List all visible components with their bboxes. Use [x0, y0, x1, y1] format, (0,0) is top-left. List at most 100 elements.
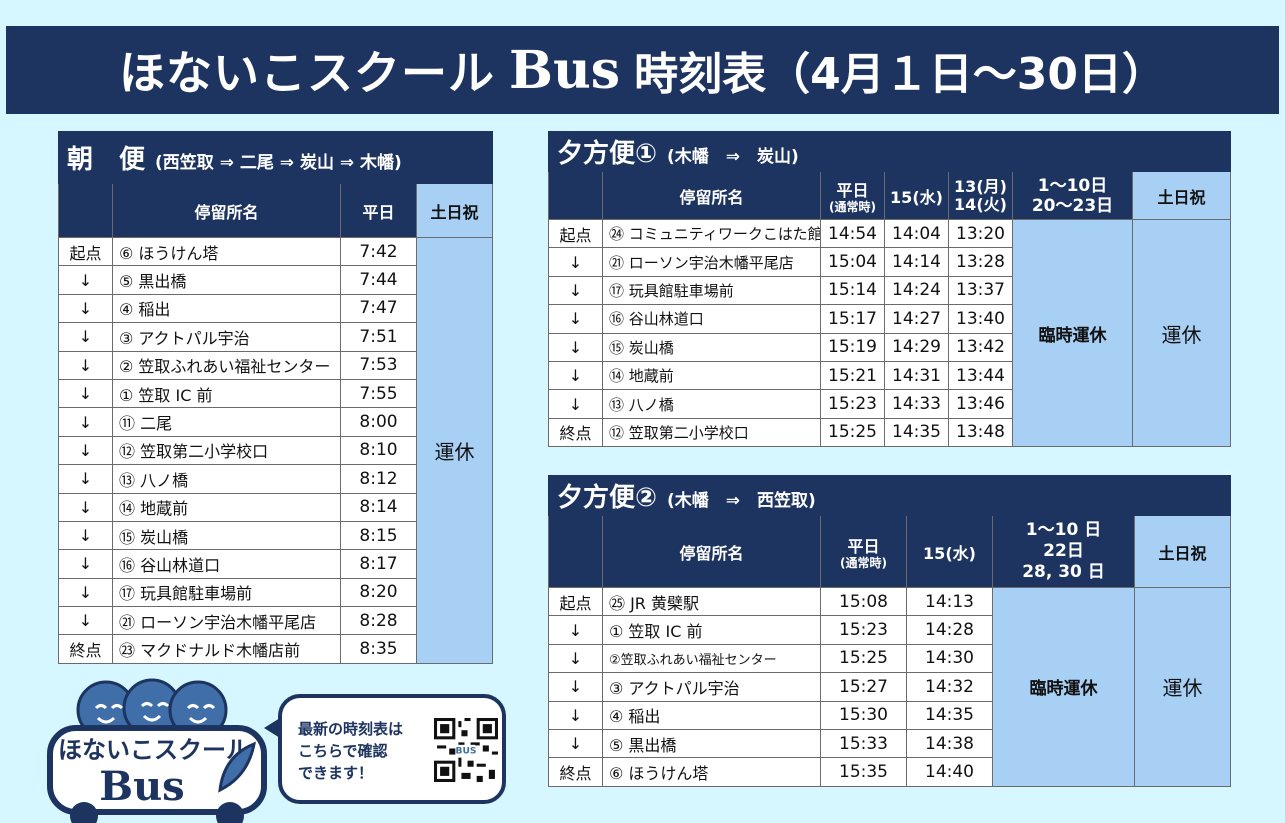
stop-name: ⑫ 笠取第二小学校口 [602, 417, 821, 448]
morning-caption: 朝 便 (西笠取 ⇒ 二尾 ⇒ 炭山 ⇒ 木幡) [58, 131, 493, 184]
row-mark: ↓ [548, 700, 603, 730]
stop-name: ⑮ 炭山橋 [602, 332, 821, 362]
weekend-status: 運休 [416, 237, 493, 664]
row-mark: ↓ [548, 728, 603, 759]
table-row: ↓ ②笠取ふれあい福祉センター 15:25 14:30 [548, 643, 1231, 674]
stop-name: ㉓ マクドナルド木幡店前 [112, 634, 341, 664]
stop-name: ③ アクトパル宇治 [602, 672, 821, 702]
stop-name: ⑰ 玩具館駐車場前 [112, 577, 341, 608]
weekday-time: 7:53 [340, 350, 417, 380]
d15-time: 14:40 [906, 757, 993, 787]
table-row: 起点 ⑥ ほうけん塔 7:42 運休 [58, 236, 493, 664]
evening2-caption: 夕方便② (木幡 ⇒ 西笠取) [547, 475, 1232, 516]
range-b: 20～23日 [1031, 195, 1114, 216]
row-mark: ↓ [548, 389, 603, 419]
weekday-time: 15:23 [820, 615, 907, 645]
weekday-header: 平日 [340, 183, 417, 238]
row-mark: ↓ [58, 464, 113, 494]
row-mark: ↓ [548, 643, 603, 674]
qr-code-icon[interactable]: BUS [434, 718, 498, 782]
weekday-time: 7:47 [340, 293, 417, 324]
mark-header [548, 171, 603, 220]
row-mark: ↓ [58, 606, 113, 636]
stop-name: ⑮ 炭山橋 [112, 520, 341, 551]
weekend-status: 運休 [1131, 218, 1232, 448]
weekday-time: 8:00 [340, 407, 417, 437]
table-row: 終点 ⑫ 笠取第二小学校口 15:25 14:35 13:48 [548, 417, 1231, 448]
range-a: 1～10日 [1037, 175, 1108, 196]
d13-time: 13:42 [948, 332, 1013, 362]
d15-time: 14:32 [906, 672, 993, 702]
morning-title: 朝 便 [67, 145, 146, 175]
row-mark: ↓ [58, 577, 113, 608]
d15-time: 14:29 [884, 332, 949, 362]
row-mark: ↓ [58, 322, 113, 352]
weekday-time: 8:28 [340, 606, 417, 636]
d13-time: 13:37 [948, 275, 1013, 306]
row-mark: ↓ [58, 435, 113, 466]
range-status: 臨時運休 [992, 587, 1135, 787]
row-mark: ↓ [58, 350, 113, 380]
d15-time: 14:13 [906, 586, 993, 617]
stop-name: ⑤ 黒出橋 [112, 265, 341, 295]
d15-time: 14:31 [884, 360, 949, 391]
d15-time: 14:35 [884, 417, 949, 448]
evening1-title: 夕方便① [557, 139, 658, 169]
evening2-title: 夕方便② [557, 483, 658, 513]
weekday-time: 8:12 [340, 464, 417, 494]
range-b: 22日 [1043, 541, 1084, 561]
weekday-header: 平日 (通常時) [820, 515, 907, 588]
logo-line1: ほないこスクール [58, 736, 250, 764]
table-row: ↓ ⑬ 八ノ橋 8:12 [58, 464, 493, 494]
table-row: ↓ ① 笠取 IC 前 15:23 14:28 [548, 615, 1231, 645]
title-banner: ほないこスクール Bus 時刻表（4月１日～30日） [6, 26, 1279, 114]
weekday-time: 7:42 [340, 236, 417, 267]
d13-header: 13(月) 14(火) [948, 171, 1013, 220]
stop-name: ㉔ コミュニティワークこはた館前 [602, 218, 821, 249]
weekday-time: 8:15 [340, 520, 417, 551]
title-period: 時刻表（4月１日～30日） [634, 49, 1166, 100]
range-a: 1～10 日 [1025, 520, 1102, 540]
qr-label: BUS [456, 746, 477, 756]
range-header: 1～10 日 22日 28, 30 日 [992, 515, 1135, 588]
row-mark: ↓ [58, 492, 113, 522]
row-mark: 終点 [548, 757, 603, 787]
table-row: ↓ ⑫ 笠取第二小学校口 8:10 [58, 435, 493, 466]
d15-time: 14:33 [884, 389, 949, 419]
stop-name: ㉕ JR 黄檗駅 [602, 586, 821, 617]
table-row: ↓ ① 笠取 IC 前 7:55 [58, 378, 493, 409]
weekday-header: 平日 (通常時) [820, 171, 885, 220]
table-row: ↓ ⑭ 地蔵前 8:14 [58, 492, 493, 522]
table-row: ↓ ③ アクトパル宇治 7:51 [58, 322, 493, 352]
morning-route: (西笠取 ⇒ 二尾 ⇒ 炭山 ⇒ 木幡) [155, 153, 402, 173]
stop-name: ⑬ 八ノ橋 [112, 464, 341, 494]
weekday-time: 15:25 [820, 417, 885, 448]
stop-name: ㉑ ローソン宇治木幡平尾店 [602, 247, 821, 277]
d13-time: 13:48 [948, 417, 1013, 448]
evening1-route: (木幡 ⇒ 炭山) [667, 147, 799, 167]
weekday-time: 15:27 [820, 672, 907, 702]
stop-name: ③ アクトパル宇治 [112, 322, 341, 352]
mark-header [548, 515, 603, 588]
table-row: ↓ ⑮ 炭山橋 15:19 14:29 13:42 [548, 332, 1231, 362]
weekday-time: 7:55 [340, 378, 417, 409]
weekday-time: 15:30 [820, 700, 907, 730]
weekday-label: 平日 [847, 537, 880, 556]
table-row: ↓ ⑭ 地蔵前 15:21 14:31 13:44 [548, 360, 1231, 391]
d13-time: 13:20 [948, 218, 1013, 249]
d15-time: 14:14 [884, 247, 949, 277]
weekday-time: 8:20 [340, 577, 417, 608]
d14-label: 14(火) [954, 194, 1007, 214]
row-mark: 起点 [58, 236, 113, 267]
d15-header: 15(水) [884, 171, 949, 220]
evening2-route: (木幡 ⇒ 西笠取) [667, 491, 816, 511]
stop-name: ⑫ 笠取第二小学校口 [112, 435, 341, 466]
d15-time: 14:30 [906, 643, 993, 674]
row-mark: ↓ [548, 672, 603, 702]
weekend-header: 土日祝 [416, 183, 493, 238]
stop-name: ① 笠取 IC 前 [112, 378, 341, 409]
stop-name: ① 笠取 IC 前 [602, 615, 821, 645]
evening2-timetable: 夕方便② (木幡 ⇒ 西笠取) 停留所名 平日 (通常時) 15(水) 1～10 日… [547, 475, 1232, 787]
qr-message: 最新の時刻表は こちらで確認 できます！ [298, 720, 404, 782]
